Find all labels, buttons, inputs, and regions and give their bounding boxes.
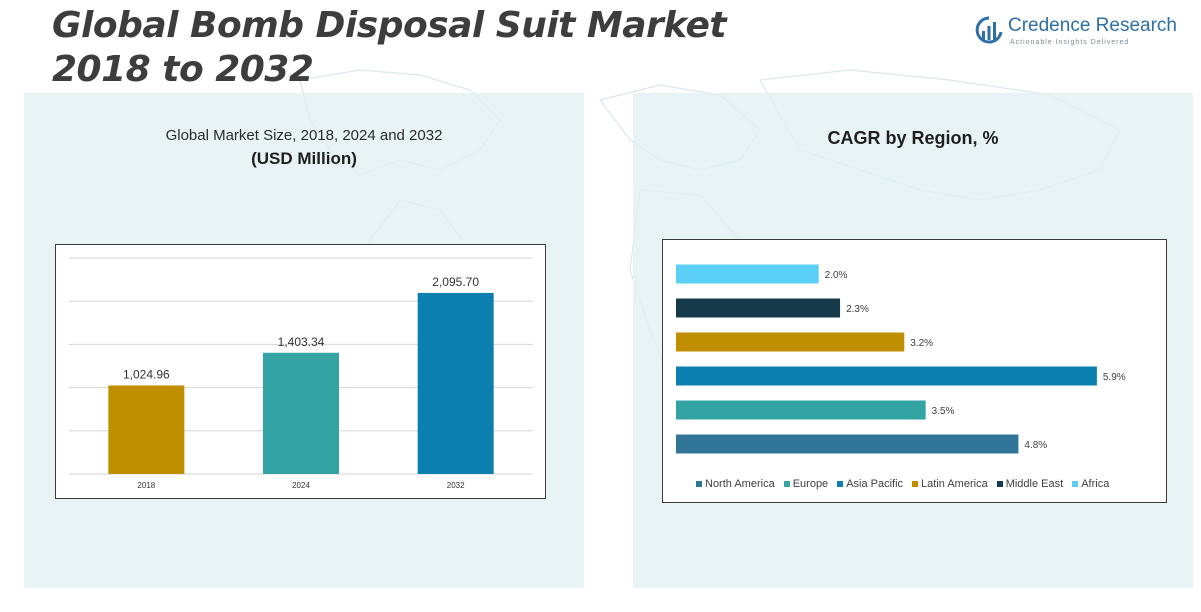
- bar-2024: [263, 352, 339, 474]
- tick-label-2018: 2018: [137, 481, 155, 490]
- legend-swatch: [837, 481, 844, 487]
- logo-tagline: Actionable Insights Delivered: [1010, 39, 1130, 46]
- market-size-subtitle: Global Market Size, 2018, 2024 and 2032: [165, 127, 443, 144]
- data-label-2024: 1,403.34: [278, 335, 325, 349]
- legend-item-europe: Europe: [783, 478, 829, 490]
- legend-label: Middle East: [1005, 478, 1064, 490]
- data-label-latin-america: 3.2%: [910, 338, 933, 349]
- bar-africa: [676, 264, 819, 284]
- brand-logo: Credence Research Actionable Insights De…: [975, 14, 1177, 50]
- legend-swatch: [996, 481, 1003, 487]
- bar-north-america: [676, 434, 1019, 454]
- data-label-africa: 2.0%: [825, 270, 848, 281]
- legend-label: Latin America: [921, 478, 988, 490]
- cagr-chart-svg: 4.8% 3.5% 5.9% 3.2% 2.3% 2.0%: [676, 264, 1126, 454]
- legend-label: Africa: [1081, 478, 1110, 490]
- legend-item-middle-east: Middle East: [996, 478, 1064, 490]
- title-line-2: 2018 to 2032: [52, 49, 314, 90]
- data-label-north-america: 4.8%: [1024, 440, 1047, 451]
- cagr-chart: 4.8% 3.5% 5.9% 3.2% 2.3% 2.0%: [662, 239, 1167, 503]
- legend-item-asia-pacific: Asia Pacific: [837, 478, 903, 490]
- legend-label: Asia Pacific: [846, 478, 904, 490]
- logo-name: Credence Research: [1008, 15, 1177, 36]
- tick-label-2032: 2032: [447, 481, 465, 490]
- legend-label: North America: [705, 478, 775, 490]
- page-title: Global Bomb Disposal Suit Market 2018 to…: [52, 4, 727, 92]
- tick-label-2024: 2024: [292, 481, 310, 490]
- legend-item-latin-america: Latin America: [912, 478, 988, 490]
- legend-item-africa: Africa: [1072, 478, 1109, 490]
- market-size-chart-svg: 1,024.96 2018 1,403.34 2024 2,095.70 2032: [69, 257, 533, 490]
- data-label-europe: 3.5%: [932, 406, 955, 417]
- cagr-title: CAGR by Region, %: [827, 128, 999, 148]
- bar-chart-icon: [975, 16, 1003, 44]
- bar-2018: [108, 385, 185, 474]
- data-label-middle-east: 2.3%: [846, 304, 869, 315]
- market-size-chart: 1,024.96 2018 1,403.34 2024 2,095.70 2032: [55, 244, 546, 499]
- cagr-legend: North America Europe Asia Pacific Latin Ame…: [696, 478, 1109, 490]
- bar-latin-america: [676, 332, 905, 352]
- bar-europe: [676, 400, 926, 420]
- data-label-asia-pacific: 5.9%: [1103, 372, 1126, 383]
- bar-2032: [417, 292, 494, 474]
- legend-label: Europe: [792, 478, 829, 490]
- data-label-2018: 1,024.96: [123, 367, 170, 381]
- data-label-2032: 2,095.70: [432, 275, 479, 289]
- legend-swatch: [1072, 481, 1079, 487]
- legend-swatch: [696, 481, 702, 487]
- market-size-unit: (USD Million): [251, 149, 357, 168]
- legend-swatch: [912, 481, 919, 487]
- legend-swatch: [783, 481, 790, 487]
- bar-asia-pacific: [676, 366, 1097, 386]
- bar-middle-east: [676, 298, 841, 318]
- legend-item-north-america: North America: [696, 478, 775, 490]
- title-line-1: Global Bomb Disposal Suit Market: [52, 5, 727, 46]
